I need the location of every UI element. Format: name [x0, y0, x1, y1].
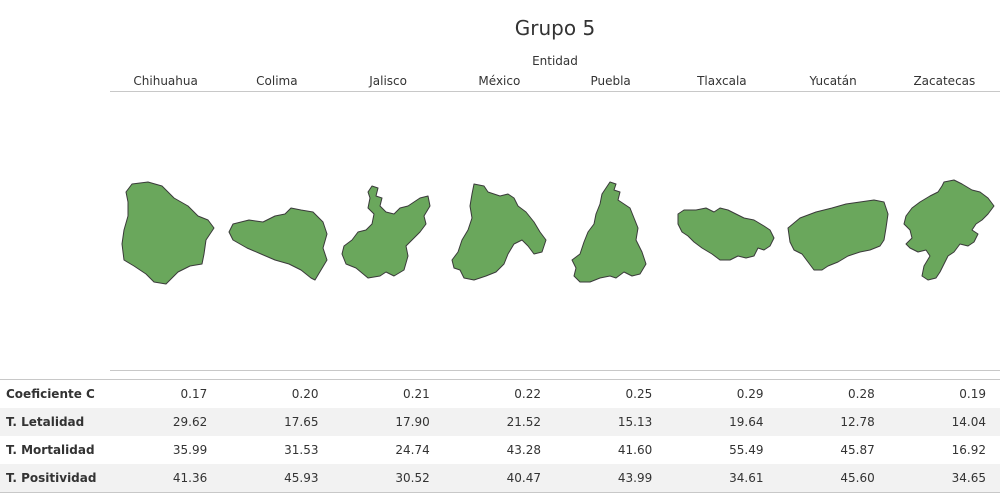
table-cell-puebla: 43.99	[617, 471, 653, 485]
state-shape-mexico	[451, 183, 547, 281]
state-map-chihuahua	[121, 181, 215, 285]
table-cell-yucatan: 0.28	[848, 387, 875, 401]
table-cell-zacatecas: 16.92	[951, 443, 986, 457]
column-header-puebla: Puebla	[590, 74, 631, 88]
table-cell-puebla: 15.13	[617, 415, 653, 429]
row-label: T. Letalidad	[6, 415, 85, 429]
table-cell-colima: 31.53	[284, 443, 319, 457]
chart-title: Grupo 5	[514, 16, 596, 40]
table-cell-colima: 17.65	[284, 415, 319, 429]
table-cell-yucatan: 45.60	[840, 471, 875, 485]
table-cell-puebla: 41.60	[617, 443, 653, 457]
column-axis-title: Entidad	[532, 54, 578, 68]
table-cell-puebla: 0.25	[625, 387, 653, 401]
table-cell-chihuahua: 35.99	[172, 443, 208, 457]
column-header-yucatan: Yucatán	[809, 74, 857, 88]
table-bottom-divider	[0, 492, 1000, 493]
column-header-zacatecas: Zacatecas	[913, 74, 976, 88]
state-map-yucatan	[787, 199, 889, 271]
table-cell-mexico: 0.22	[514, 387, 541, 401]
table-row-t-positividad: T. Positividad 41.36 45.93 30.52 40.47 43.99 3…	[0, 464, 1000, 492]
state-shape-jalisco	[341, 185, 431, 279]
table-cell-chihuahua: 41.36	[172, 471, 208, 485]
row-label: T. Mortalidad	[6, 443, 95, 457]
state-map-tlaxcala	[677, 207, 775, 261]
state-map-puebla	[571, 181, 647, 283]
table-cell-jalisco: 0.21	[403, 387, 430, 401]
table-cell-mexico: 40.47	[506, 471, 541, 485]
header-divider	[110, 91, 1000, 92]
table-row-coeficiente-c: Coeficiente C 0.17 0.20 0.21 0.22 0.25 0.29 0.2…	[0, 380, 1000, 408]
table-cell-tlaxcala: 0.29	[736, 387, 764, 401]
table-cell-jalisco: 30.52	[395, 471, 430, 485]
column-headers: Chihuahua Colima Jalisco México Puebla Tlaxca…	[110, 74, 1000, 90]
column-header-tlaxcala: Tlaxcala	[697, 74, 747, 88]
table-cell-zacatecas: 34.65	[951, 471, 986, 485]
table-cell-mexico: 21.52	[506, 415, 541, 429]
maps-bottom-divider	[110, 370, 1000, 371]
column-header-colima: Colima	[256, 74, 298, 88]
table-cell-colima: 45.93	[284, 471, 319, 485]
state-map-zacatecas	[903, 179, 995, 281]
table-cell-chihuahua: 29.62	[172, 415, 208, 429]
table-cell-yucatan: 45.87	[840, 443, 875, 457]
state-shape-yucatan	[787, 199, 889, 271]
table-cell-tlaxcala: 34.61	[729, 471, 764, 485]
table-cell-yucatan: 12.78	[840, 415, 875, 429]
column-header-mexico: México	[478, 74, 521, 88]
state-maps-row	[110, 92, 1000, 370]
table-cell-mexico: 43.28	[506, 443, 541, 457]
state-map-jalisco	[341, 185, 431, 279]
table-row-t-mortalidad: T. Mortalidad 35.99 31.53 24.74 43.28 41.60 55…	[0, 436, 1000, 464]
table-cell-zacatecas: 0.19	[959, 387, 986, 401]
metrics-table: Coeficiente C 0.17 0.20 0.21 0.22 0.25 0.29 0.2…	[0, 380, 1000, 492]
table-cell-zacatecas: 14.04	[951, 415, 986, 429]
table-cell-jalisco: 24.74	[395, 443, 430, 457]
column-header-jalisco: Jalisco	[369, 74, 407, 88]
table-row-t-letalidad: T. Letalidad 29.62 17.65 17.90 21.52 15.13 19.…	[0, 408, 1000, 436]
state-shape-colima	[228, 207, 328, 281]
table-top-divider	[0, 379, 1000, 380]
column-header-chihuahua: Chihuahua	[133, 74, 198, 88]
row-label: T. Positividad	[6, 471, 97, 485]
state-shape-puebla	[571, 181, 647, 283]
state-shape-tlaxcala	[677, 207, 775, 261]
table-cell-colima: 0.20	[291, 387, 319, 401]
table-cell-chihuahua: 0.17	[180, 387, 208, 401]
table-cell-tlaxcala: 19.64	[729, 415, 764, 429]
state-map-mexico	[451, 183, 547, 281]
state-shape-zacatecas	[903, 179, 995, 281]
state-map-colima	[228, 207, 328, 281]
table-cell-jalisco: 17.90	[395, 415, 430, 429]
row-label: Coeficiente C	[6, 387, 95, 401]
table-cell-tlaxcala: 55.49	[729, 443, 764, 457]
state-shape-chihuahua	[121, 181, 215, 285]
